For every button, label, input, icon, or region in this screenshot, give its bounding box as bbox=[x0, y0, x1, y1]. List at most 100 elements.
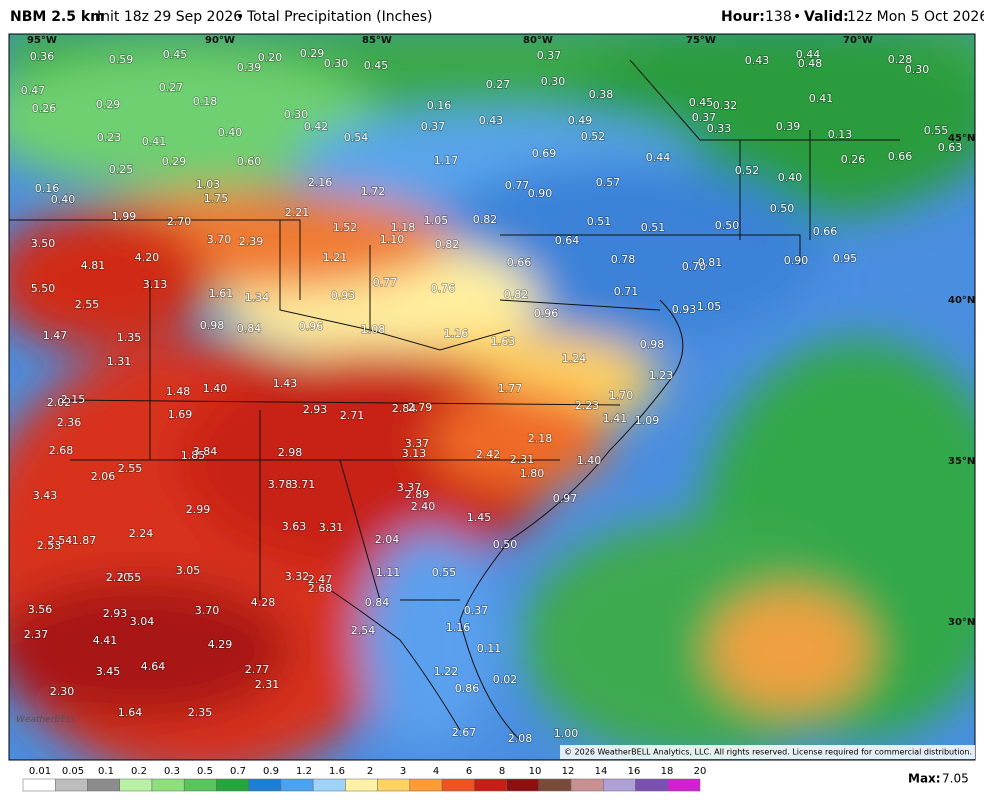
precip-value: 0.55 bbox=[924, 124, 949, 137]
precip-value: 1.00 bbox=[554, 727, 579, 740]
precip-value: 0.02 bbox=[493, 673, 518, 686]
precip-value: 0.29 bbox=[162, 155, 187, 168]
precip-value: 1.24 bbox=[562, 352, 587, 365]
colorbar-label: 18 bbox=[661, 766, 674, 777]
precip-value: 0.30 bbox=[541, 75, 566, 88]
colorbar-swatch bbox=[119, 778, 153, 792]
precip-value: 0.13 bbox=[828, 128, 853, 141]
precip-value: 0.52 bbox=[735, 164, 760, 177]
precip-value: 0.18 bbox=[193, 95, 218, 108]
separator: • bbox=[236, 9, 245, 25]
hour-label: Hour: bbox=[721, 9, 765, 25]
precip-value: 2.68 bbox=[308, 582, 333, 595]
precip-value: 3.70 bbox=[207, 233, 232, 246]
precip-value: 0.66 bbox=[507, 256, 532, 269]
precip-value: 3.70 bbox=[195, 604, 220, 617]
model: NBM 2.5 km bbox=[10, 9, 105, 25]
precip-value: 1.69 bbox=[168, 408, 193, 421]
precip-value: 3.37 bbox=[397, 481, 422, 494]
precip-value: 3.84 bbox=[193, 445, 218, 458]
copyright-bg bbox=[560, 745, 975, 759]
colorbar-label: 1.6 bbox=[329, 766, 345, 777]
precip-value: 0.50 bbox=[715, 219, 740, 232]
longitude-label: 85°W bbox=[362, 35, 392, 46]
precip-value: 2.23 bbox=[575, 399, 600, 412]
precip-value: 1.22 bbox=[434, 665, 459, 678]
precip-value: 0.45 bbox=[689, 96, 714, 109]
precip-value: 3.43 bbox=[33, 489, 58, 502]
precip-value: 3.05 bbox=[176, 564, 201, 577]
precip-value: 0.90 bbox=[528, 187, 553, 200]
precip-value: 0.84 bbox=[365, 596, 390, 609]
precip-value: 2.55 bbox=[75, 298, 100, 311]
precip-value: 0.49 bbox=[568, 114, 593, 127]
precip-value: 2.35 bbox=[188, 706, 213, 719]
precip-value: 0.98 bbox=[200, 319, 225, 332]
precip-value: 1.40 bbox=[577, 454, 602, 467]
precip-value: 0.98 bbox=[640, 338, 665, 351]
precip-value: 2.04 bbox=[375, 533, 400, 546]
precip-value: 0.40 bbox=[778, 171, 803, 184]
precip-value: 1.52 bbox=[333, 221, 358, 234]
precip-value: 1.31 bbox=[107, 355, 132, 368]
precip-value: 0.76 bbox=[431, 282, 456, 295]
precip-value: 0.93 bbox=[672, 303, 697, 316]
precip-value: 2.99 bbox=[186, 503, 211, 516]
precip-value: 3.13 bbox=[402, 447, 427, 460]
precip-value: 2.15 bbox=[61, 393, 86, 406]
longitude-label: 75°W bbox=[686, 35, 716, 46]
precip-value: 2.68 bbox=[49, 444, 74, 457]
precip-value: 3.37 bbox=[405, 437, 430, 450]
latitude-label: 40°N bbox=[948, 295, 975, 306]
precip-value: 2.84 bbox=[392, 402, 417, 415]
colorbar-swatch bbox=[409, 778, 443, 792]
precip-value: 3.45 bbox=[96, 665, 121, 678]
precip-value: 2.40 bbox=[411, 500, 436, 513]
colorbar-label: 16 bbox=[628, 766, 641, 777]
colorbar-swatch bbox=[441, 778, 475, 792]
precip-value: 1.17 bbox=[434, 154, 459, 167]
separator: • bbox=[793, 9, 802, 25]
precip-value: 2.47 bbox=[308, 573, 333, 586]
precip-value: 3.04 bbox=[130, 615, 155, 628]
precip-value: 2.42 bbox=[476, 448, 501, 461]
precip-value: 0.48 bbox=[798, 57, 823, 70]
precip-value: 1.61 bbox=[209, 287, 234, 300]
precip-value: 2.71 bbox=[340, 409, 365, 422]
precip-value: 0.16 bbox=[427, 99, 452, 112]
precip-value: 3.13 bbox=[143, 278, 168, 291]
colorbar-label: 0.05 bbox=[62, 766, 84, 777]
colorbar-label: 14 bbox=[595, 766, 608, 777]
precip-value: 0.50 bbox=[493, 538, 518, 551]
precip-value: 0.20 bbox=[258, 51, 283, 64]
precip-value: 0.30 bbox=[324, 57, 349, 70]
precip-value: 1.87 bbox=[72, 534, 97, 547]
precip-value: 3.50 bbox=[31, 237, 56, 250]
colorbar-swatch bbox=[312, 778, 346, 792]
colorbar-swatch bbox=[603, 778, 636, 792]
valid-label: Valid: bbox=[804, 9, 849, 25]
precip-value: 0.82 bbox=[504, 288, 529, 301]
field: Total Precipitation (Inches) bbox=[247, 9, 433, 25]
precip-value: 2.53 bbox=[37, 539, 62, 552]
precip-value: 4.29 bbox=[208, 638, 233, 651]
precip-value: 4.81 bbox=[81, 259, 106, 272]
precip-value: 1.75 bbox=[204, 192, 229, 205]
precip-value: 2.55 bbox=[118, 462, 143, 475]
precip-value: 0.26 bbox=[32, 102, 57, 115]
colorbar-label: 20 bbox=[694, 766, 707, 777]
precip-value: 1.77 bbox=[498, 382, 523, 395]
precip-value: 1.47 bbox=[43, 329, 68, 342]
precip-value: 0.96 bbox=[534, 307, 559, 320]
precip-value: 0.27 bbox=[159, 81, 184, 94]
precip-value: 0.37 bbox=[421, 120, 446, 133]
colorbar-swatch bbox=[667, 778, 701, 792]
precip-value: 0.32 bbox=[713, 99, 738, 112]
precip-value: 0.54 bbox=[344, 131, 369, 144]
colorbar-label: 2 bbox=[367, 766, 373, 777]
precip-value: 0.27 bbox=[486, 78, 511, 91]
precip-value: 0.77 bbox=[505, 179, 530, 192]
precip-value: 2.98 bbox=[278, 446, 303, 459]
